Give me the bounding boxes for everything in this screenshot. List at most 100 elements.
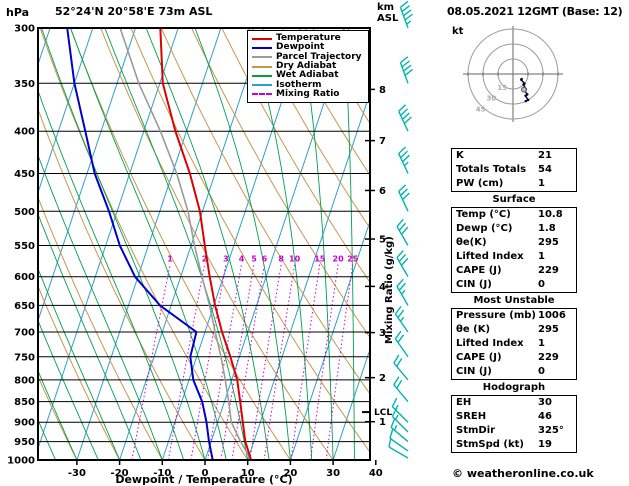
panel-section-title: Most Unstable (473, 295, 555, 306)
legend-item: Isotherm (252, 80, 364, 89)
legend-label: Temperature (276, 33, 341, 44)
hodograph-ring-label: 45 (476, 105, 486, 113)
temperature-line (159, 28, 253, 460)
panel-row-value: 1006 (538, 310, 566, 321)
isotherm-line (38, 28, 136, 323)
panel-row-value: 21 (538, 150, 552, 161)
panel-row-value: 0 (538, 366, 545, 377)
panel-row-value: 46 (538, 411, 552, 422)
pressure-tick-label: 400 (14, 127, 35, 138)
hodograph-ring-label: 15 (497, 84, 507, 92)
panel-row-label: StmDir (456, 425, 496, 436)
storm-motion-marker (521, 86, 527, 93)
lcl-label: LCL (374, 408, 392, 418)
mixing-ratio-value: 25 (347, 255, 359, 264)
km-tick-label: 2 (379, 373, 386, 384)
pressure-axis-unit: hPa (6, 6, 30, 19)
hodograph-trace-point (526, 93, 529, 96)
wet-adiabat-line (38, 319, 99, 460)
mixing-ratio-value: 10 (289, 255, 301, 264)
pressure-tick-label: 800 (14, 375, 35, 386)
legend-swatch-mixing_ratio (252, 93, 272, 96)
legend-item: Wet Adiabat (252, 71, 364, 80)
plot-frame (37, 27, 371, 461)
isotherm-line (0, 28, 7, 460)
legend-item: Dewpoint (252, 43, 364, 52)
panel-row-value: 0 (538, 279, 545, 290)
pressure-tick-label: 1000 (7, 456, 35, 467)
panel-box: K 21 Totals Totals 54 PW (cm) 1 (451, 148, 577, 192)
wind-barb (388, 437, 409, 459)
temp-tick-label: 0 (202, 468, 209, 479)
pressure-tick-label: 500 (14, 207, 35, 218)
km-tick-label: 4 (379, 282, 386, 293)
panel-row-label: EH (456, 397, 472, 408)
hodograph-trace-point (522, 83, 525, 86)
hodograph-trace-point (520, 78, 523, 81)
pressure-tick-label: 750 (14, 352, 35, 363)
hodograph-trace-point (526, 98, 530, 102)
pressure-tick-label: 600 (14, 272, 35, 283)
panel-row: CIN (J) 0 (452, 365, 576, 379)
legend-item: Temperature (252, 34, 364, 43)
panel-row-value: 19 (538, 439, 552, 450)
pressure-tick-label: 350 (14, 79, 35, 90)
isotherm-line (119, 28, 265, 460)
km-tick-label: 6 (379, 186, 386, 197)
panel-row-label: CIN (J) (456, 279, 492, 290)
mixing-ratio-value: 4 (239, 255, 245, 264)
x-axis-label: Dewpoint / Temperature (°C) (115, 473, 293, 486)
pressure-tick-label: 300 (14, 24, 35, 35)
pressure-tick-label: 550 (14, 241, 35, 252)
isotherm-line (332, 347, 370, 460)
wet-adiabat-line (41, 28, 206, 460)
panel-row-label: StmSpd (kt) (456, 439, 524, 450)
legend-label: Isotherm (276, 79, 322, 90)
panel-section-title: Hodograph (482, 382, 546, 393)
panel-row: SREH 46 (452, 410, 576, 424)
temp-tick-label: -10 (153, 468, 171, 479)
mixing-ratio-value: 8 (278, 255, 284, 264)
dry-adiabat-line (251, 28, 370, 230)
wind-barb (390, 418, 409, 443)
km-tick-label: 1 (379, 417, 386, 428)
panel-row: Dewp (°C) 1.8 (452, 222, 576, 236)
panel-row-value: 1 (538, 251, 545, 262)
panel-row-value: 10.8 (538, 209, 563, 220)
panel-row: StmSpd (kt) 19 (452, 438, 576, 452)
wind-barb (394, 330, 409, 358)
mixing-ratio-value: 1 (167, 255, 173, 264)
temp-tick-label: -30 (68, 468, 86, 479)
mixing-ratio-value: 2 (202, 255, 208, 264)
panel-row: Pressure (mb) 1006 (452, 309, 576, 323)
panel-row-label: CAPE (J) (456, 352, 502, 363)
panel-row-label: PW (cm) (456, 178, 504, 189)
km-tick-label: 3 (379, 328, 386, 339)
panel-row: StmDir 325° (452, 424, 576, 438)
wind-barb (398, 184, 410, 212)
dewpoint-line (66, 28, 214, 460)
wind-barb (398, 104, 412, 132)
panel-row-label: Dewp (°C) (456, 223, 513, 234)
panel-row-value: 295 (538, 324, 559, 335)
wind-barb (389, 429, 409, 452)
pressure-tick-label: 700 (14, 328, 35, 339)
panel-row: Totals Totals 54 (452, 163, 576, 177)
km-tick-label: 7 (379, 136, 386, 147)
altitude-axis-unit: km ASL (377, 2, 398, 24)
wet-adiabat-line (38, 369, 78, 460)
legend-label: Parcel Trajectory (276, 51, 362, 62)
panel-row-label: θe(K) (456, 237, 487, 248)
legend-swatch-isotherm (252, 84, 272, 87)
legend-label: Dewpoint (276, 42, 325, 53)
pressure-tick-label: 900 (14, 418, 35, 429)
legend-swatch-dry_adiabat (252, 65, 272, 68)
panel-row-label: SREH (456, 411, 487, 422)
mixing-ratio-value: 20 (333, 255, 345, 264)
temp-tick-label: 40 (369, 468, 383, 479)
wind-barbs-column (388, 0, 413, 459)
temp-tick-label: -20 (111, 468, 129, 479)
panel-row-label: Totals Totals (456, 164, 527, 175)
dry-adiabat-line (38, 375, 78, 460)
